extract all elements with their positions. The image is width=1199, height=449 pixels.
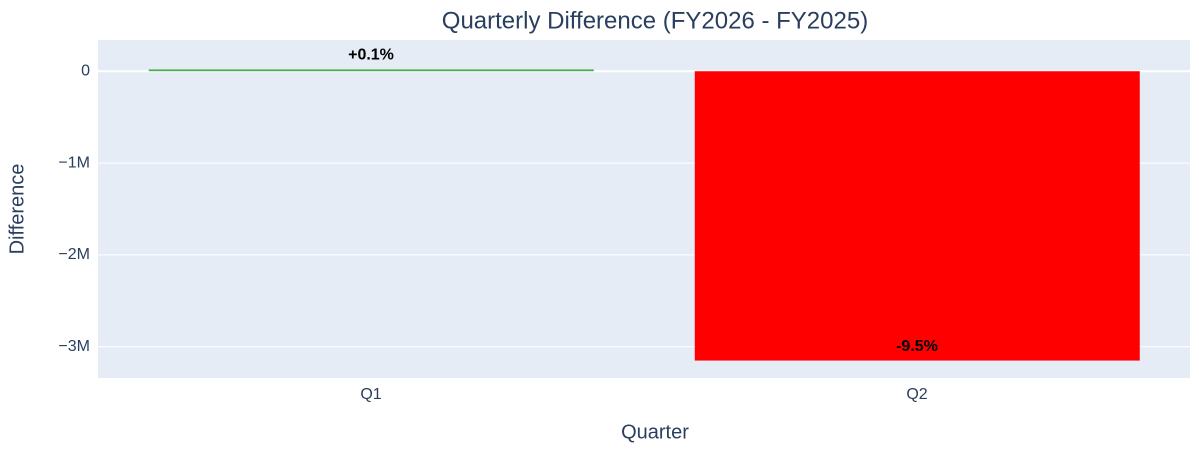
bar-label: +0.1% [348,47,394,64]
y-axis-label: Difference [6,164,28,255]
y-tick-label: −1M [58,154,90,171]
x-axis-label: Quarter [621,421,689,443]
x-tick-label: Q2 [906,386,927,403]
bar-label: -9.5% [896,338,938,355]
bar [694,71,1140,361]
chart-title: Quarterly Difference (FY2026 - FY2025) [442,7,868,34]
x-tick-label: Q1 [360,386,381,403]
y-tick-label: −2M [58,246,90,263]
y-tick-label: 0 [81,62,90,79]
bar [148,69,594,72]
y-tick-label: −3M [58,338,90,355]
